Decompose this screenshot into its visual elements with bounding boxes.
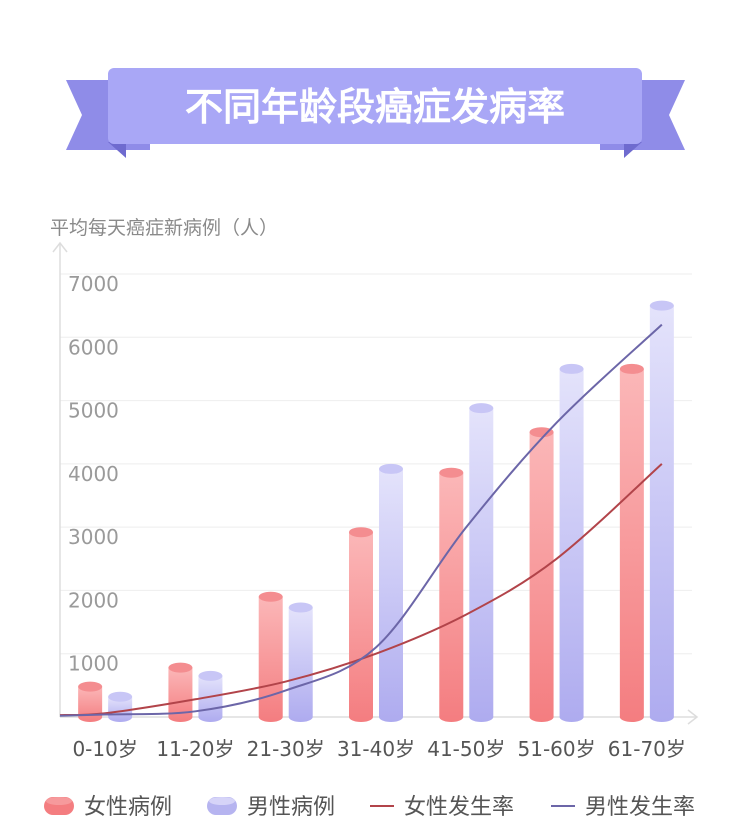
bar-female-5 xyxy=(529,427,554,723)
legend-label: 女性病例 xyxy=(84,795,172,820)
banner-left-fold xyxy=(108,142,126,158)
x-tick-label: 51-60岁 xyxy=(518,737,596,761)
y-axis-arrow xyxy=(52,241,68,253)
y-tick-label: 7000 xyxy=(68,272,119,296)
legend-label: 男性发生率 xyxy=(585,795,695,820)
chart-title: 不同年龄段癌症发病率 xyxy=(185,85,565,129)
line-female-rate xyxy=(59,463,663,717)
bar-female-1 xyxy=(168,662,193,723)
bar-male-4 xyxy=(469,403,494,723)
x-tick-label: 31-40岁 xyxy=(337,737,415,761)
legend-item-3: 男性发生率 xyxy=(551,795,695,820)
bar-male-0 xyxy=(108,691,133,722)
title-banner: 不同年龄段癌症发病率 xyxy=(66,68,685,158)
x-ticks: 0-10岁 11-20岁 21-30岁 31-40岁 41-50岁 51-60岁 61-70… xyxy=(72,737,685,761)
x-tick-label: 0-10岁 xyxy=(72,737,137,761)
legend-item-2: 女性发生率 xyxy=(370,795,514,820)
lines xyxy=(59,323,663,717)
bar-female-3 xyxy=(349,527,373,722)
y-tick-label: 2000 xyxy=(68,588,119,612)
bar-male-3 xyxy=(379,463,403,722)
bar-male-6 xyxy=(649,300,674,723)
legend-label: 女性发生率 xyxy=(404,795,514,820)
x-tick-label: 41-50岁 xyxy=(427,737,505,761)
banner-body xyxy=(108,68,642,144)
x-axis-arrow xyxy=(687,709,699,725)
x-tick-label: 21-30岁 xyxy=(247,737,325,761)
axes xyxy=(52,241,699,725)
bar-female-6 xyxy=(619,363,644,723)
gridlines xyxy=(60,273,692,655)
line-male-rate xyxy=(59,323,663,717)
x-tick-label: 11-20岁 xyxy=(156,737,234,761)
y-tick-label: 3000 xyxy=(68,525,119,549)
y-tick-label: 1000 xyxy=(68,652,119,676)
y-ticks: 1000 2000 3000 4000 5000 6000 7000 xyxy=(68,272,119,676)
y-tick-label: 4000 xyxy=(68,462,119,486)
legend: 女性病例 男性病例 女性发生率 男性发生率 xyxy=(44,795,695,820)
y-tick-label: 5000 xyxy=(68,399,119,423)
y-axis-label: 平均每天癌症新病例（人） xyxy=(50,217,278,239)
legend-item-0: 女性病例 xyxy=(44,795,172,820)
bar-female-4 xyxy=(439,467,464,723)
bar-male-2 xyxy=(288,602,313,723)
bar-male-5 xyxy=(559,363,584,723)
legend-item-1: 男性病例 xyxy=(207,795,335,820)
legend-label: 男性病例 xyxy=(247,795,335,820)
y-tick-label: 6000 xyxy=(68,335,119,359)
bars xyxy=(78,300,674,723)
banner-right-fold xyxy=(624,142,642,158)
x-tick-label: 61-70岁 xyxy=(608,737,686,761)
bar-female-2 xyxy=(258,591,283,723)
